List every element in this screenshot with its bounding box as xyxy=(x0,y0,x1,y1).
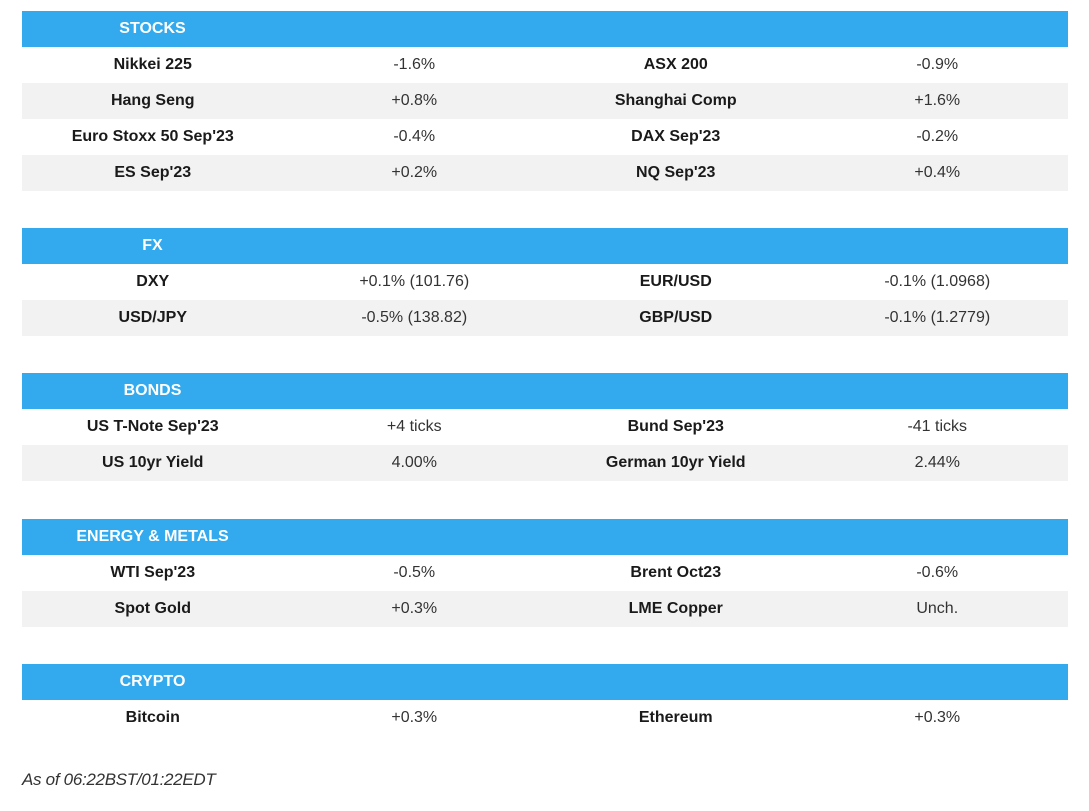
instrument-name: USD/JPY xyxy=(118,309,187,326)
section-title: CRYPTO xyxy=(119,673,186,690)
instrument-change: +0.1% (101.76) xyxy=(359,273,470,290)
section-header-fx: FX xyxy=(22,228,1068,264)
instrument-name: NQ Sep'23 xyxy=(636,164,716,181)
instrument-change: -1.6% xyxy=(393,56,436,73)
instrument-change: +0.3% xyxy=(391,709,438,726)
instrument-change: +4 ticks xyxy=(386,418,442,435)
instrument-name: Spot Gold xyxy=(114,600,191,617)
section-crypto: CRYPTO Bitcoin +0.3% Ethereum +0.3% xyxy=(22,664,1068,736)
instrument-name: LME Copper xyxy=(628,600,723,617)
instrument-change: Unch. xyxy=(916,600,959,617)
instrument-change: 4.00% xyxy=(391,454,437,471)
section-title: STOCKS xyxy=(119,20,186,37)
instrument-change: +0.2% xyxy=(391,164,438,181)
instrument-change: -41 ticks xyxy=(907,418,968,435)
table-row: US 10yr Yield 4.00% German 10yr Yield 2.… xyxy=(22,445,1068,481)
instrument-name: Brent Oct23 xyxy=(630,564,722,581)
table-row: ES Sep'23 +0.2% NQ Sep'23 +0.4% xyxy=(22,155,1068,191)
table-row: Euro Stoxx 50 Sep'23 -0.4% DAX Sep'23 -0… xyxy=(22,119,1068,155)
table-row: WTI Sep'23 -0.5% Brent Oct23 -0.6% xyxy=(22,555,1068,591)
instrument-change: +0.3% xyxy=(914,709,961,726)
section-stocks: STOCKS Nikkei 225 -1.6% ASX 200 -0.9% Ha… xyxy=(22,11,1068,191)
instrument-name: EUR/USD xyxy=(639,273,712,290)
instrument-change: +0.3% xyxy=(391,600,438,617)
table-row: USD/JPY -0.5% (138.82) GBP/USD -0.1% (1.… xyxy=(22,300,1068,336)
instrument-change: +0.8% xyxy=(391,92,438,109)
section-header-stocks: STOCKS xyxy=(22,11,1068,47)
instrument-name: Euro Stoxx 50 Sep'23 xyxy=(71,128,234,145)
instrument-name: WTI Sep'23 xyxy=(110,564,196,581)
section-bonds: BONDS US T-Note Sep'23 +4 ticks Bund Sep… xyxy=(22,373,1068,481)
instrument-name: Shanghai Comp xyxy=(614,92,737,109)
instrument-name: ASX 200 xyxy=(643,56,708,73)
instrument-change: -0.1% (1.2779) xyxy=(884,309,991,326)
instrument-change: -0.9% xyxy=(916,56,959,73)
section-energy-metals: ENERGY & METALS WTI Sep'23 -0.5% Brent O… xyxy=(22,519,1068,627)
instrument-change: +0.4% xyxy=(914,164,961,181)
instrument-change: +1.6% xyxy=(914,92,961,109)
instrument-name: US T-Note Sep'23 xyxy=(86,418,219,435)
table-row: US T-Note Sep'23 +4 ticks Bund Sep'23 -4… xyxy=(22,409,1068,445)
instrument-change: -0.4% xyxy=(393,128,436,145)
instrument-change: -0.5% (138.82) xyxy=(361,309,468,326)
instrument-name: ES Sep'23 xyxy=(114,164,192,181)
timestamp-note: As of 06:22BST/01:22EDT xyxy=(22,770,216,789)
instrument-name: Hang Seng xyxy=(110,92,195,109)
table-row: Bitcoin +0.3% Ethereum +0.3% xyxy=(22,700,1068,736)
instrument-change: -0.6% xyxy=(916,564,959,581)
instrument-name: DXY xyxy=(136,273,170,290)
instrument-name: US 10yr Yield xyxy=(102,454,204,471)
table-row: Nikkei 225 -1.6% ASX 200 -0.9% xyxy=(22,47,1068,83)
instrument-name: Bitcoin xyxy=(125,709,180,726)
table-row: DXY +0.1% (101.76) EUR/USD -0.1% (1.0968… xyxy=(22,264,1068,300)
section-header-energy-metals: ENERGY & METALS xyxy=(22,519,1068,555)
section-title: BONDS xyxy=(123,382,182,399)
instrument-name: German 10yr Yield xyxy=(605,454,746,471)
section-header-crypto: CRYPTO xyxy=(22,664,1068,700)
section-header-bonds: BONDS xyxy=(22,373,1068,409)
instrument-change: -0.2% xyxy=(916,128,959,145)
instrument-name: Ethereum xyxy=(638,709,713,726)
section-title: FX xyxy=(142,237,163,254)
instrument-name: Bund Sep'23 xyxy=(627,418,724,435)
instrument-change: 2.44% xyxy=(914,454,960,471)
instrument-change: -0.1% (1.0968) xyxy=(884,273,991,290)
table-row: Hang Seng +0.8% Shanghai Comp +1.6% xyxy=(22,83,1068,119)
instrument-name: Nikkei 225 xyxy=(113,56,192,73)
instrument-name: DAX Sep'23 xyxy=(631,128,721,145)
section-fx: FX DXY +0.1% (101.76) EUR/USD -0.1% (1.0… xyxy=(22,228,1068,336)
section-title: ENERGY & METALS xyxy=(76,528,229,545)
table-row: Spot Gold +0.3% LME Copper Unch. xyxy=(22,591,1068,627)
instrument-name: GBP/USD xyxy=(639,309,713,326)
instrument-change: -0.5% xyxy=(393,564,436,581)
